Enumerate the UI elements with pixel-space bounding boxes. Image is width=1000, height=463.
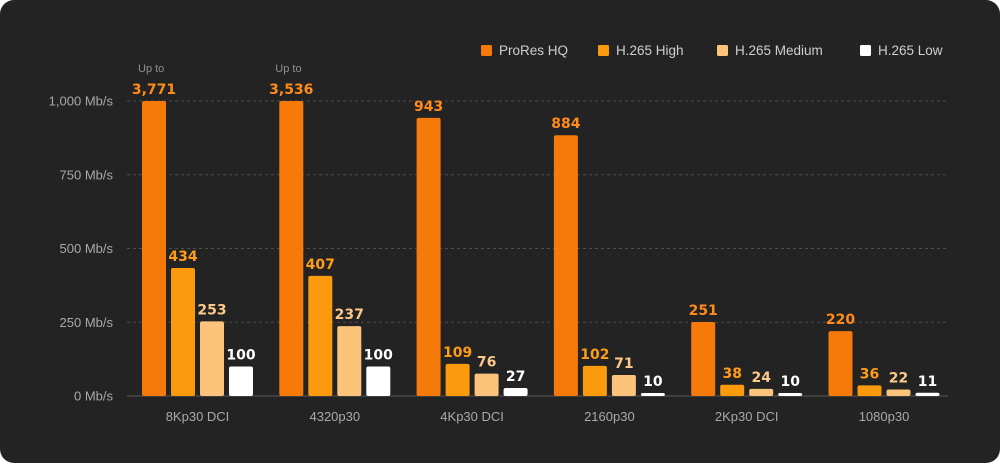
up-to-label: Up to xyxy=(275,63,301,75)
value-label: 24 xyxy=(751,370,771,386)
value-label: 251 xyxy=(689,303,718,319)
y-tick-label: 750 Mb/s xyxy=(60,167,114,182)
legend-swatch xyxy=(598,45,609,56)
y-tick-label: 500 Mb/s xyxy=(60,241,114,256)
value-label: 3,536 xyxy=(269,82,313,98)
up-to-label: Up to xyxy=(138,63,164,75)
value-label: 407 xyxy=(306,257,335,273)
y-tick-label: 250 Mb/s xyxy=(60,315,114,330)
bar-h-265-medium xyxy=(886,389,911,396)
bar-h-265-low xyxy=(229,366,253,396)
value-label: 71 xyxy=(614,356,633,372)
legend-label: H.265 Low xyxy=(878,43,943,58)
bar-h-265-medium xyxy=(200,321,224,396)
value-label: 109 xyxy=(443,345,472,361)
bar-h-265-low xyxy=(778,393,803,396)
x-category-label: 8Kp30 DCI xyxy=(166,409,230,424)
legend-label: ProRes HQ xyxy=(499,43,568,58)
value-label: 3,771 xyxy=(132,82,176,98)
x-category-label: 4320p30 xyxy=(309,409,360,424)
bar-h-265-medium xyxy=(337,326,362,396)
y-tick-label: 0 Mb/s xyxy=(74,389,114,404)
value-label: 434 xyxy=(168,249,197,265)
value-label: 38 xyxy=(722,366,741,382)
value-label: 10 xyxy=(643,374,663,390)
bar-h-265-high xyxy=(857,385,882,396)
legend-swatch xyxy=(481,45,492,56)
legend-label: H.265 Medium xyxy=(735,43,823,58)
y-tick-label: 1,000 Mb/s xyxy=(49,94,114,109)
legend-swatch xyxy=(717,45,728,56)
value-label: 884 xyxy=(551,116,580,132)
legend-swatch xyxy=(860,45,871,56)
legend-label: H.265 High xyxy=(616,43,684,58)
x-category-label: 2160p30 xyxy=(584,409,635,424)
bar-h-265-medium xyxy=(749,388,774,396)
value-label: 22 xyxy=(889,371,908,387)
bar-prores-hq xyxy=(828,331,853,396)
value-label: 253 xyxy=(197,302,226,318)
value-label: 102 xyxy=(580,347,609,363)
bar-prores-hq xyxy=(553,135,578,396)
bar-h-265-high xyxy=(445,363,470,396)
bar-h-265-low xyxy=(915,392,940,396)
bar-prores-hq xyxy=(416,117,441,396)
value-label: 36 xyxy=(860,366,879,382)
bar-prores-hq xyxy=(691,321,716,396)
bar-h-265-medium xyxy=(611,375,636,396)
bar-h-265-low xyxy=(503,388,528,396)
bar-prores-hq xyxy=(279,101,304,396)
x-category-label: 4Kp30 DCI xyxy=(440,409,504,424)
value-label: 220 xyxy=(826,312,855,328)
value-label: 76 xyxy=(477,355,496,371)
bar-h-265-medium xyxy=(474,373,499,396)
value-label: 943 xyxy=(414,99,443,115)
bar-h-265-low xyxy=(366,366,391,396)
bar-h-265-high xyxy=(308,275,333,396)
x-category-label: 1080p30 xyxy=(859,409,910,424)
x-category-label: 2Kp30 DCI xyxy=(715,409,779,424)
bar-h-265-low xyxy=(640,393,665,396)
value-label: 27 xyxy=(506,369,525,385)
value-label: 100 xyxy=(226,348,255,364)
bar-h-265-high xyxy=(582,365,607,396)
value-label: 11 xyxy=(918,374,937,390)
bar-h-265-high xyxy=(720,384,745,396)
value-label: 100 xyxy=(364,348,393,364)
value-label: 237 xyxy=(335,307,364,323)
value-label: 10 xyxy=(780,374,800,390)
bar-h-265-high xyxy=(171,267,195,396)
bar-prores-hq xyxy=(142,101,166,396)
